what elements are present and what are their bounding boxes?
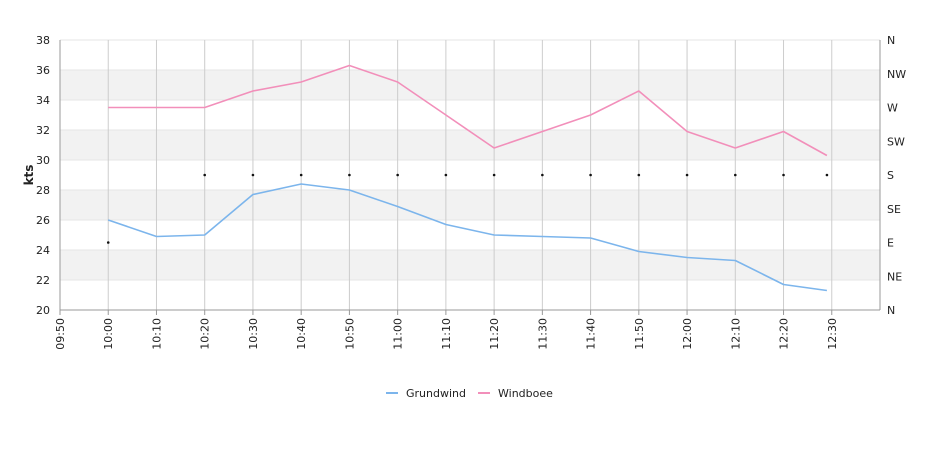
y2-tick-label: SE (887, 203, 901, 216)
legend-label: Grundwind (406, 387, 466, 400)
series-line-windboee (108, 64, 828, 157)
direction-marker (348, 173, 351, 177)
y-tick-label: 36 (36, 64, 50, 77)
series-layer (107, 64, 828, 292)
y2-tick-label: E (887, 237, 894, 250)
direction-marker (251, 173, 255, 177)
y2-tick-label: N (887, 304, 895, 317)
y2-tick-label: N (887, 34, 895, 47)
x-tick-label: 10:50 (343, 318, 356, 350)
x-tick-label: 11:30 (536, 318, 549, 350)
direction-marker (825, 173, 829, 177)
legend-label: Windboee (498, 387, 553, 400)
direction-marker (733, 173, 737, 177)
x-tick-label: 10:40 (295, 318, 308, 350)
y-axis-label: kts (22, 165, 36, 186)
x-tick-label: 10:10 (150, 318, 163, 350)
y-tick-label: 24 (36, 244, 50, 257)
direction-marker (203, 173, 207, 177)
direction-marker (541, 173, 544, 177)
x-tick-label: 12:10 (729, 318, 742, 350)
y2-tick-label: W (887, 102, 898, 115)
y-tick-label: 34 (36, 94, 50, 107)
y2-tick-label: SW (887, 135, 905, 148)
x-tick-label: 12:30 (826, 318, 839, 350)
plot-band (60, 250, 880, 280)
series-line-grundwind (107, 183, 828, 292)
y-tick-label: 30 (36, 154, 50, 167)
y-tick-label: 20 (36, 304, 50, 317)
direction-marker (396, 173, 399, 177)
direction-marker (444, 173, 448, 177)
direction-marker (637, 173, 641, 177)
plot-band (60, 70, 880, 100)
plot-band (60, 190, 880, 220)
x-tick-label: 11:20 (488, 318, 501, 350)
y-axis-ticks: 20 22 24 26 28 30 32 34 36 38 (36, 34, 50, 317)
direction-marker (782, 173, 785, 177)
plot-bands (60, 39, 880, 311)
y-tick-label: 38 (36, 34, 50, 47)
y-tick-label: 32 (36, 124, 50, 137)
x-tick-label: 11:10 (440, 318, 453, 350)
x-tick-label: 09:50 (54, 318, 67, 350)
direction-marker (589, 173, 592, 177)
x-tick-label: 10:00 (102, 318, 115, 350)
x-tick-label: 10:20 (199, 318, 212, 350)
y2-tick-label: NE (887, 270, 902, 283)
direction-marker (106, 241, 110, 244)
y2-tick-label: S (887, 169, 894, 182)
y2-axis-ticks: N NE E SE S SW W NW N (887, 34, 906, 317)
direction-marker (685, 173, 689, 177)
direction-marker (299, 173, 303, 177)
plot-band (60, 130, 880, 160)
direction-marker (492, 173, 496, 177)
y-tick-label: 22 (36, 274, 50, 287)
x-tick-label: 12:00 (681, 318, 694, 350)
y2-tick-label: NW (887, 68, 906, 81)
direction-markers (106, 173, 829, 244)
y-tick-label: 28 (36, 184, 50, 197)
legend[interactable]: Grundwind Windboee (386, 387, 553, 400)
plot-frame (59, 40, 881, 311)
x-tick-label: 10:30 (247, 318, 260, 350)
y-tick-label: 26 (36, 214, 50, 227)
x-tick-label: 11:00 (392, 318, 405, 350)
x-tick-label: 11:50 (633, 318, 646, 350)
x-tick-label: 11:40 (585, 318, 598, 350)
x-axis-ticks: 09:50 10:00 10:10 10:20 10:30 10:40 10:50 11:00… (54, 310, 839, 350)
x-tick-label: 12:20 (778, 318, 791, 350)
